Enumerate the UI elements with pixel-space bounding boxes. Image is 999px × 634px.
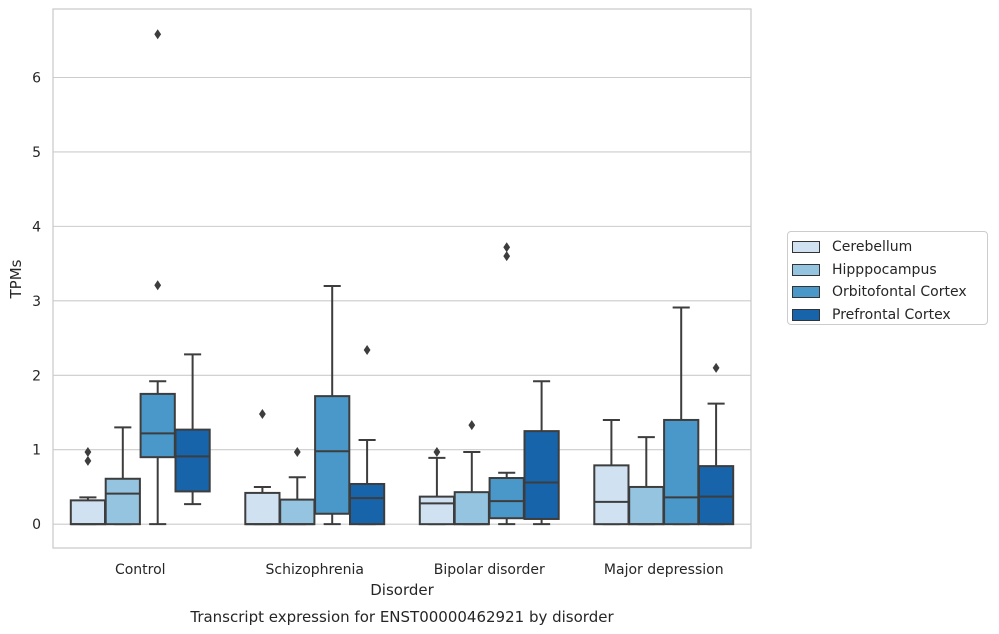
box-0-3	[593, 418, 630, 526]
x-axis-label: Disorder	[370, 581, 434, 599]
outlier-marker	[363, 344, 371, 355]
legend-item: Orbitofontal Cortex	[792, 281, 987, 304]
outlier-marker	[259, 408, 266, 419]
outlier-marker	[712, 362, 720, 373]
box-2-1	[314, 284, 351, 526]
plot-area-frame	[52, 8, 752, 549]
box-groups	[69, 29, 735, 526]
box-3-3	[697, 362, 735, 526]
box-body	[697, 465, 735, 526]
y-tick-label: 4	[32, 219, 41, 235]
legend-label: Cerebellum	[832, 239, 913, 256]
chart-caption: Transcript expression for ENST0000046292…	[189, 608, 614, 626]
legend-swatch	[792, 286, 820, 299]
box-3-2	[523, 380, 560, 526]
outlier-marker	[503, 251, 511, 262]
legend-item: Prefrontal Cortex	[792, 304, 987, 327]
box-body	[348, 482, 386, 526]
box-1-2	[453, 420, 490, 526]
box-3-1	[348, 344, 386, 526]
outlier-marker	[468, 420, 476, 431]
legend-swatch	[792, 263, 820, 276]
box-body	[104, 477, 141, 526]
box-3-0	[174, 353, 211, 506]
legend-swatch	[792, 241, 820, 254]
legend-label: Hipppocampus	[832, 261, 937, 278]
legend-item: Hipppocampus	[792, 259, 987, 282]
x-tick-label: Bipolar disorder	[434, 562, 545, 578]
box-body	[453, 491, 490, 526]
box-body	[418, 495, 456, 526]
box-2-0	[139, 29, 176, 526]
legend-label: Prefrontal Cortex	[832, 306, 951, 323]
y-tick-label: 1	[32, 443, 41, 459]
box-2-2	[488, 242, 525, 526]
outlier-marker	[293, 446, 301, 457]
box-1-3	[628, 436, 665, 526]
legend: Cerebellum Hipppocampus Orbitofontal Corte…	[787, 231, 988, 325]
box-body	[139, 392, 176, 459]
x-tick-label: Major depression	[604, 562, 724, 578]
outlier-marker	[154, 29, 162, 40]
outlier-marker	[433, 446, 441, 457]
box-1-1	[279, 446, 316, 526]
box-1-0	[104, 426, 141, 526]
y-tick-label: 2	[32, 368, 41, 384]
x-tick-label: Control	[115, 562, 166, 578]
outlier-marker	[503, 242, 511, 253]
y-tick-label: 3	[32, 294, 41, 310]
x-tick-labels: Control Schizophrenia Bipolar disorder Majo…	[115, 562, 724, 578]
y-tick-label: 6	[32, 70, 41, 86]
x-tick-label: Schizophrenia	[266, 562, 364, 578]
box-body	[279, 498, 316, 526]
box-0-2	[418, 446, 456, 526]
box-0-0	[69, 446, 107, 526]
y-tick-label: 0	[32, 517, 41, 533]
box-body	[663, 418, 700, 526]
box-body	[314, 395, 351, 515]
box-body	[593, 464, 630, 526]
box-body	[523, 430, 560, 520]
box-body	[69, 499, 107, 526]
box-2-3	[663, 306, 700, 526]
box-0-1	[244, 408, 281, 526]
box-body	[174, 428, 211, 493]
outlier-marker	[154, 280, 162, 291]
y-tick-labels: 0 1 2 3 4 5 6	[32, 70, 41, 533]
y-tick-label: 5	[32, 145, 41, 161]
box-body	[244, 491, 281, 526]
legend-item: Cerebellum	[792, 236, 987, 259]
outlier-marker	[84, 455, 92, 466]
box-body	[628, 485, 665, 526]
legend-swatch	[792, 308, 820, 321]
outlier-marker	[84, 446, 92, 457]
y-axis-label: TPMs	[7, 259, 25, 299]
box-body	[488, 477, 525, 520]
legend-label: Orbitofontal Cortex	[832, 284, 967, 301]
